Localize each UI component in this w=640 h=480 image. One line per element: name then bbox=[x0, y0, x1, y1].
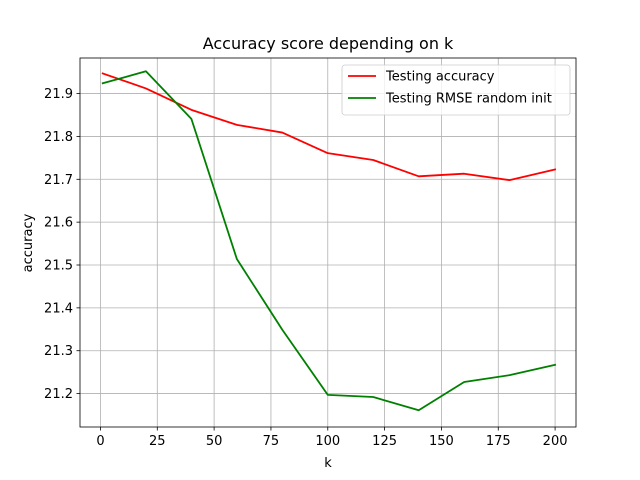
y-tick-label: 21.6 bbox=[44, 216, 73, 231]
x-tick-label: 150 bbox=[429, 434, 454, 449]
chart-title: Accuracy score depending on k bbox=[203, 34, 454, 53]
x-tick-label: 175 bbox=[486, 434, 511, 449]
series-line-2 bbox=[101, 70, 557, 412]
legend-label-2: Testing RMSE random init bbox=[385, 92, 552, 107]
x-tick-label: 50 bbox=[206, 434, 223, 449]
legend: Testing accuracy Testing RMSE random init bbox=[341, 64, 571, 116]
y-tick-label: 21.5 bbox=[44, 259, 73, 274]
y-tick-label: 21.7 bbox=[44, 173, 73, 188]
legend-label-1: Testing accuracy bbox=[385, 70, 495, 85]
y-tick-label: 21.2 bbox=[44, 387, 73, 402]
y-tick-label: 21.3 bbox=[44, 344, 73, 359]
series-lines bbox=[101, 70, 557, 412]
x-axis-title: k bbox=[324, 456, 332, 471]
y-tick-label: 21.9 bbox=[44, 87, 73, 102]
x-tick-label: 125 bbox=[372, 434, 397, 449]
y-axis-title: accuracy bbox=[21, 213, 36, 272]
x-tick-label: 200 bbox=[543, 434, 568, 449]
x-tick-label: 25 bbox=[149, 434, 166, 449]
axis-ticks: 0 25 50 75 100 125 150 175 200 21.2 21.3 21.4 21.5 21… bbox=[44, 87, 567, 449]
y-tick-label: 21.8 bbox=[44, 130, 73, 145]
x-tick-label: 75 bbox=[263, 434, 280, 449]
x-tick-label: 0 bbox=[96, 434, 104, 449]
legend-box bbox=[341, 64, 571, 116]
y-tick-label: 21.4 bbox=[44, 301, 73, 316]
x-tick-label: 100 bbox=[315, 434, 340, 449]
